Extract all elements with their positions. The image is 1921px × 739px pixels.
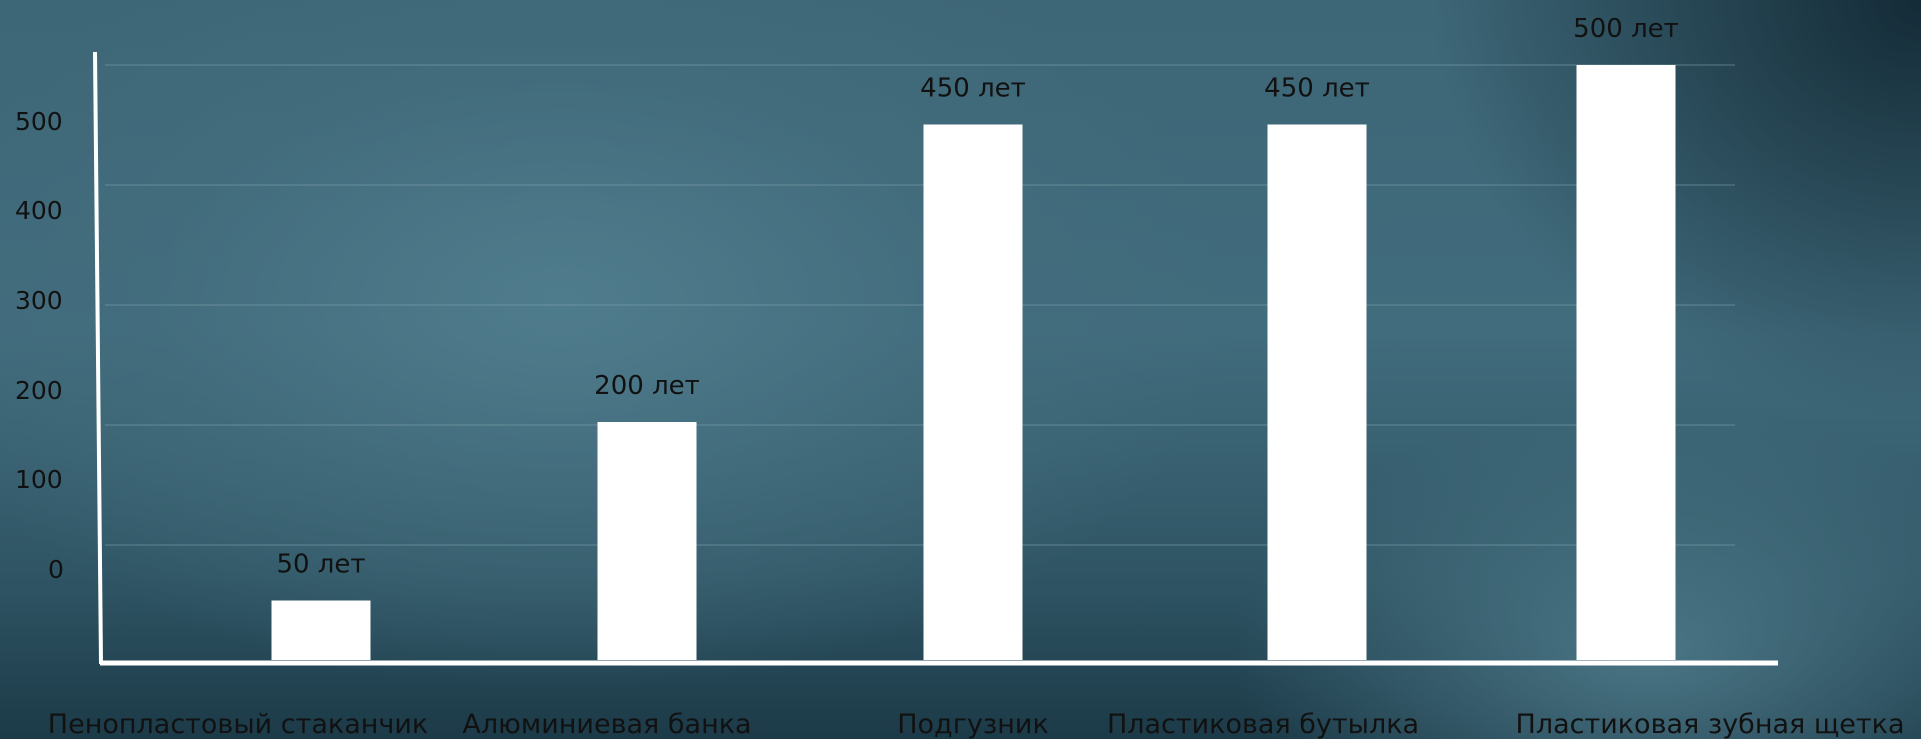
category-label: Подгузник bbox=[897, 709, 1049, 739]
data-label: 200 лет bbox=[594, 371, 700, 401]
bar bbox=[1576, 65, 1676, 660]
data-label: 50 лет bbox=[276, 550, 365, 580]
bar bbox=[271, 600, 371, 660]
category-label: Пластиковая бутылка bbox=[1107, 709, 1419, 739]
data-label: 500 лет bbox=[1573, 14, 1679, 44]
category-labels: Пенопластовый стаканчик Алюминиевая банка… bbox=[48, 709, 1905, 739]
bar bbox=[923, 124, 1023, 660]
category-label: Пенопластовый стаканчик bbox=[48, 709, 428, 739]
y-tick-label: 500 bbox=[15, 107, 63, 136]
bar bbox=[597, 422, 697, 660]
data-label: 450 лет bbox=[1264, 74, 1370, 104]
category-label: Пластиковая зубная щетка bbox=[1516, 709, 1905, 739]
y-tick-label: 0 bbox=[48, 555, 64, 584]
data-labels: 50 лет 200 лет 450 лет 450 лет 500 лет bbox=[276, 14, 1678, 580]
y-tick-label: 100 bbox=[15, 465, 63, 494]
category-label: Алюминиевая банка bbox=[462, 709, 751, 739]
y-tick-label: 300 bbox=[15, 286, 63, 315]
y-axis-ticks: 0 100 200 300 400 500 bbox=[15, 107, 64, 584]
gridlines bbox=[105, 64, 1735, 546]
bars bbox=[271, 65, 1676, 660]
y-tick-label: 400 bbox=[15, 196, 63, 225]
bar bbox=[1267, 124, 1367, 660]
y-tick-label: 200 bbox=[15, 376, 63, 405]
data-label: 450 лет bbox=[920, 74, 1026, 104]
y-axis-line bbox=[93, 51, 103, 665]
